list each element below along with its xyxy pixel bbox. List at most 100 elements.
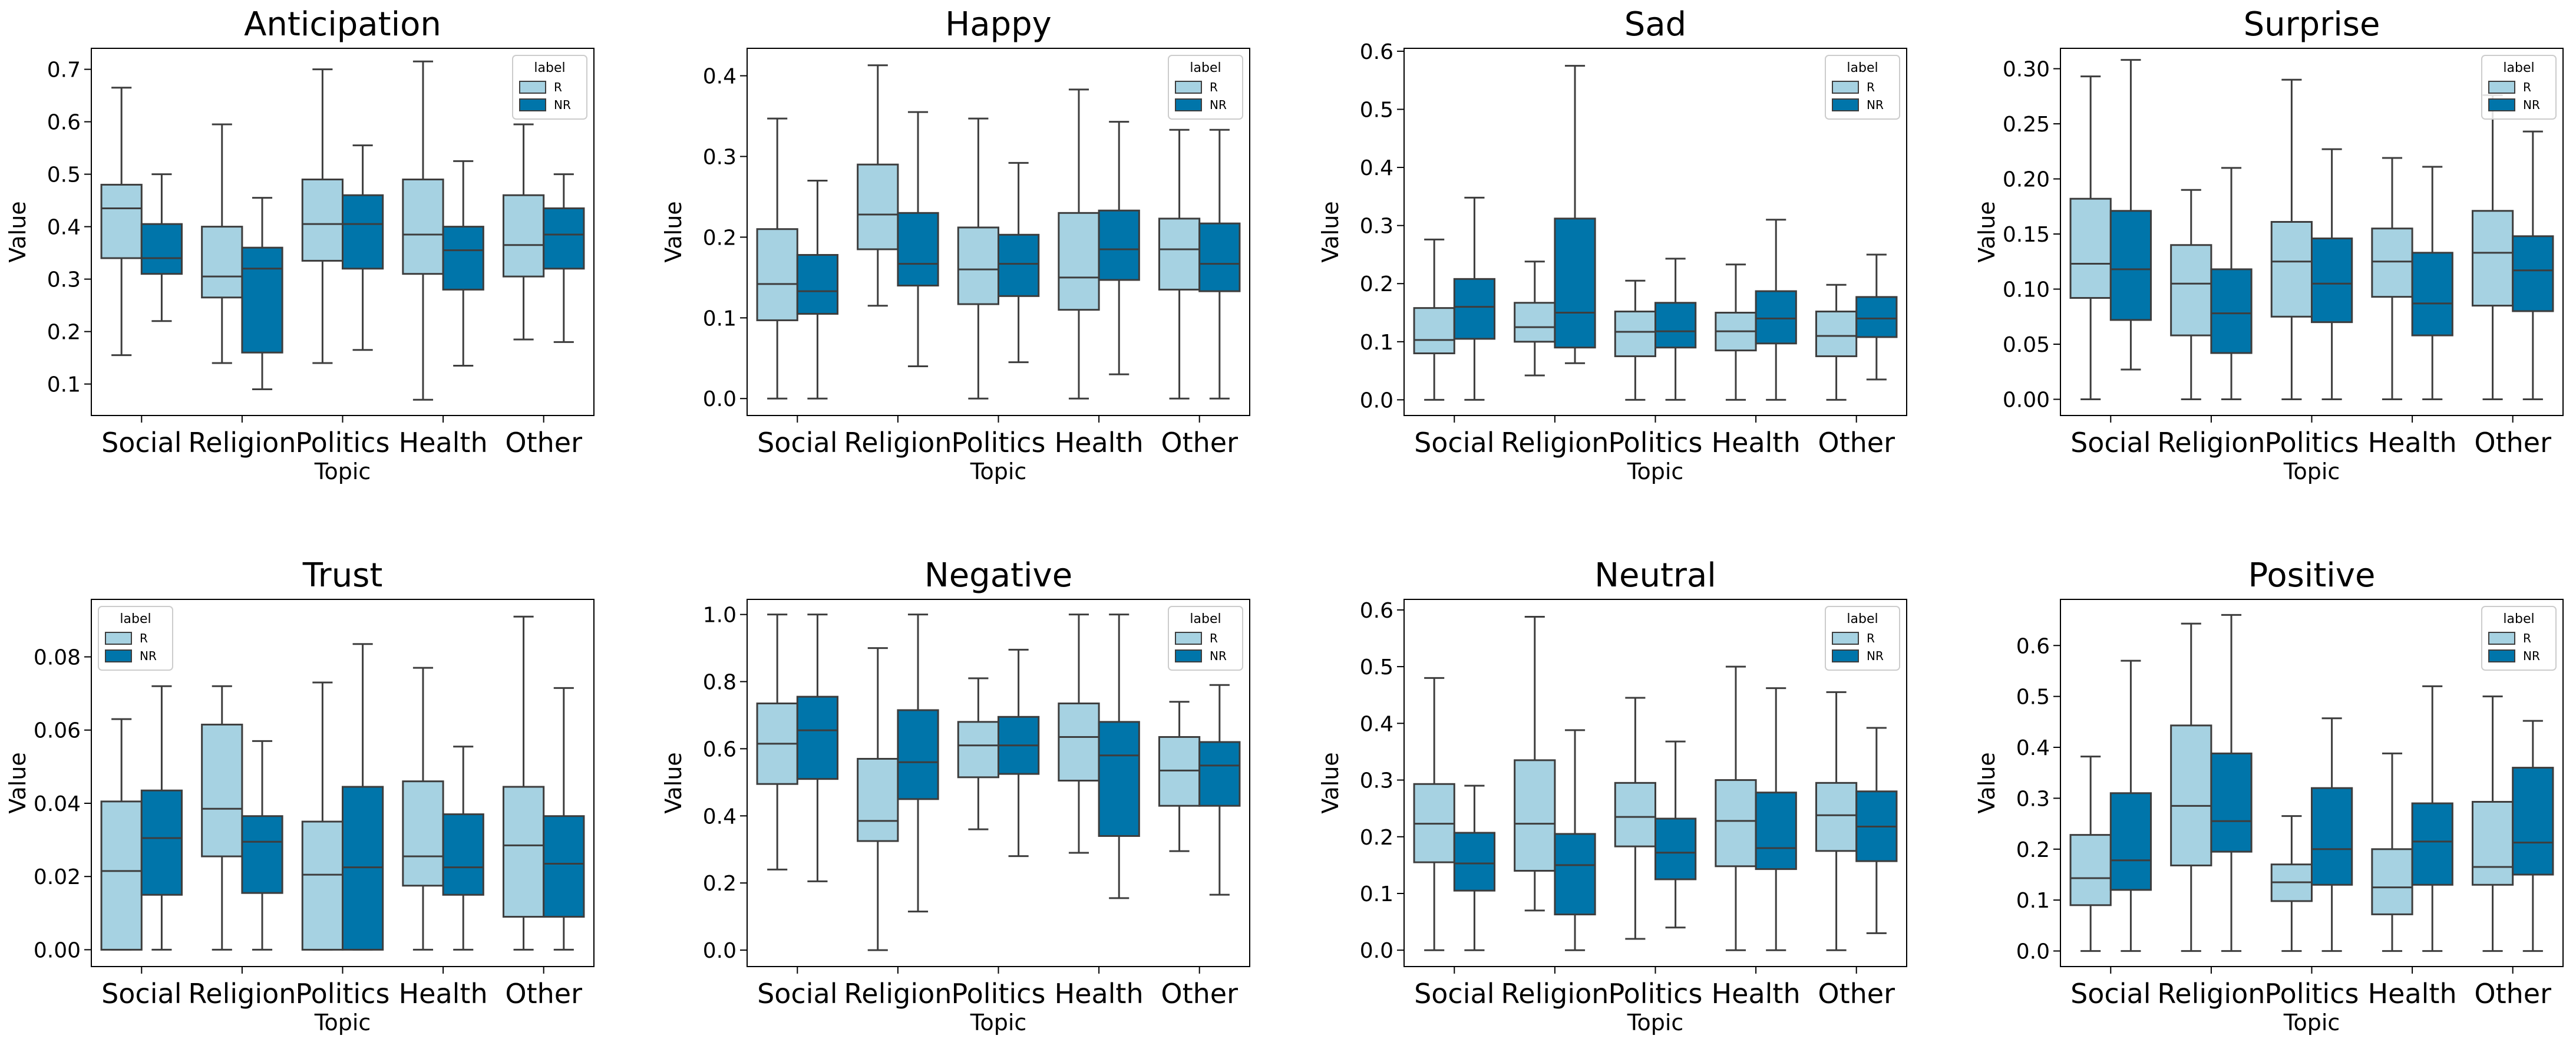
panel-title: Negative (924, 556, 1072, 595)
box-iqr (897, 212, 939, 287)
y-axis-label: Value (660, 752, 686, 813)
box-nr-politics (998, 648, 1040, 858)
panel-positive: Positive 0.0 0.1 0.2 0.3 0.4 0.5 0.6 Value Social… (1974, 556, 2564, 1036)
box-iqr (2210, 268, 2253, 354)
box-r-politics (957, 677, 1000, 830)
panel-title: Neutral (1594, 556, 1716, 595)
plot-frame (2060, 599, 2564, 967)
box-r-other (502, 615, 545, 951)
x-category-label: Politics (2265, 978, 2359, 1010)
box-nr-health (2411, 166, 2453, 401)
x-category-label: Religion (844, 427, 952, 459)
y-axis-label: Value (1974, 752, 2000, 813)
x-axis-label: Topic (2283, 1010, 2340, 1036)
box-iqr (502, 786, 545, 918)
plot-frame (1403, 599, 1907, 967)
x-category-label: Social (757, 427, 837, 459)
legend: label R NR (2481, 606, 2557, 671)
y-tick-label: 0.04 (34, 792, 81, 816)
y-tick-label: 0.0 (703, 387, 737, 411)
box-r-politics (301, 68, 344, 364)
box-iqr (1453, 832, 1496, 892)
box-iqr (241, 815, 283, 894)
box-iqr (2311, 787, 2353, 886)
panel-negative: Negative 0.0 0.2 0.4 0.6 0.8 1.0 Value Social Rel… (660, 556, 1250, 1036)
y-tick-label: 0.3 (1360, 215, 1393, 239)
box-nr-other (1198, 128, 1241, 400)
box-iqr (2170, 244, 2212, 337)
box-iqr (2311, 238, 2353, 324)
box-nr-social (796, 180, 839, 400)
y-tick-label: 0.6 (1360, 40, 1393, 64)
box-iqr (1554, 217, 1596, 349)
box-iqr (1098, 209, 1140, 281)
box-iqr (796, 254, 839, 315)
box-iqr (2371, 227, 2413, 298)
y-tick-label: 1.0 (703, 604, 737, 628)
x-category-label: Other (2474, 427, 2551, 459)
legend: label R NR (98, 606, 173, 671)
y-tick-label: 0.5 (47, 163, 81, 187)
legend-swatch-nr (105, 649, 132, 662)
legend: label R NR (2481, 55, 2557, 120)
box-r-health (1715, 665, 1757, 951)
box-r-other (1815, 283, 1858, 401)
box-r-social (1413, 238, 1455, 401)
box-iqr (2109, 792, 2152, 891)
y-tick-label: 0.1 (703, 306, 737, 331)
y-tick-label: 0.15 (2003, 223, 2050, 247)
box-iqr (402, 780, 444, 887)
box-r-health (2371, 752, 2413, 952)
y-tick-label: 0.3 (703, 145, 737, 169)
box-r-religion (1514, 615, 1556, 912)
legend-swatch-r (2488, 632, 2515, 645)
legend-title: label (1847, 61, 1878, 75)
box-r-other (1158, 701, 1201, 852)
box-r-social (100, 87, 143, 357)
box-iqr (2270, 220, 2313, 318)
x-category-label: Social (1414, 978, 1494, 1010)
y-tick-label: 0.10 (2003, 278, 2050, 302)
x-category-label: Religion (1501, 427, 1609, 459)
box-nr-health (2411, 685, 2453, 952)
box-r-religion (201, 123, 243, 364)
box-iqr (2512, 235, 2554, 312)
x-axis-label: Topic (1627, 1010, 1684, 1036)
box-iqr (543, 207, 585, 270)
x-category-label: Other (1161, 978, 1238, 1010)
box-iqr (2371, 848, 2413, 915)
box-r-health (402, 60, 444, 401)
box-nr-health (442, 746, 484, 951)
x-axis-label: Topic (314, 459, 371, 484)
box-r-politics (301, 681, 344, 951)
panel-surprise: Surprise 0.00 0.05 0.10 0.15 0.20 0.25 0.30 Valu… (1974, 5, 2564, 484)
x-category-label: Politics (952, 427, 1046, 459)
box-iqr (1198, 741, 1241, 807)
x-category-label: Politics (1609, 427, 1703, 459)
x-category-label: Other (505, 978, 582, 1010)
legend-title: label (2503, 61, 2534, 75)
legend: label R NR (1825, 55, 1900, 120)
y-tick-label: 0.6 (703, 737, 737, 761)
plot-frame (747, 48, 1250, 416)
box-iqr (857, 757, 899, 842)
box-r-social (756, 117, 798, 400)
legend-label-r: R (1867, 631, 1875, 645)
y-tick-label: 0.0 (1360, 939, 1393, 963)
box-iqr (998, 233, 1040, 297)
box-iqr (543, 815, 585, 918)
x-category-label: Politics (296, 978, 390, 1010)
legend-swatch-r (1832, 632, 1859, 645)
y-tick-label: 0.5 (1360, 98, 1393, 123)
legend-label-nr: NR (1210, 649, 1227, 663)
box-iqr (1614, 782, 1657, 848)
legend-label-nr: NR (2523, 649, 2540, 663)
box-iqr (402, 179, 444, 275)
box-iqr (796, 695, 839, 780)
box-nr-health (1755, 219, 1797, 401)
box-iqr (2170, 724, 2212, 866)
box-nr-health (1098, 614, 1140, 899)
y-tick-label: 0.0 (1360, 388, 1393, 413)
box-iqr (1514, 302, 1556, 343)
panel-anticipation: Anticipation 0.1 0.2 0.3 0.4 0.5 0.6 0.7 Value So… (5, 5, 595, 484)
